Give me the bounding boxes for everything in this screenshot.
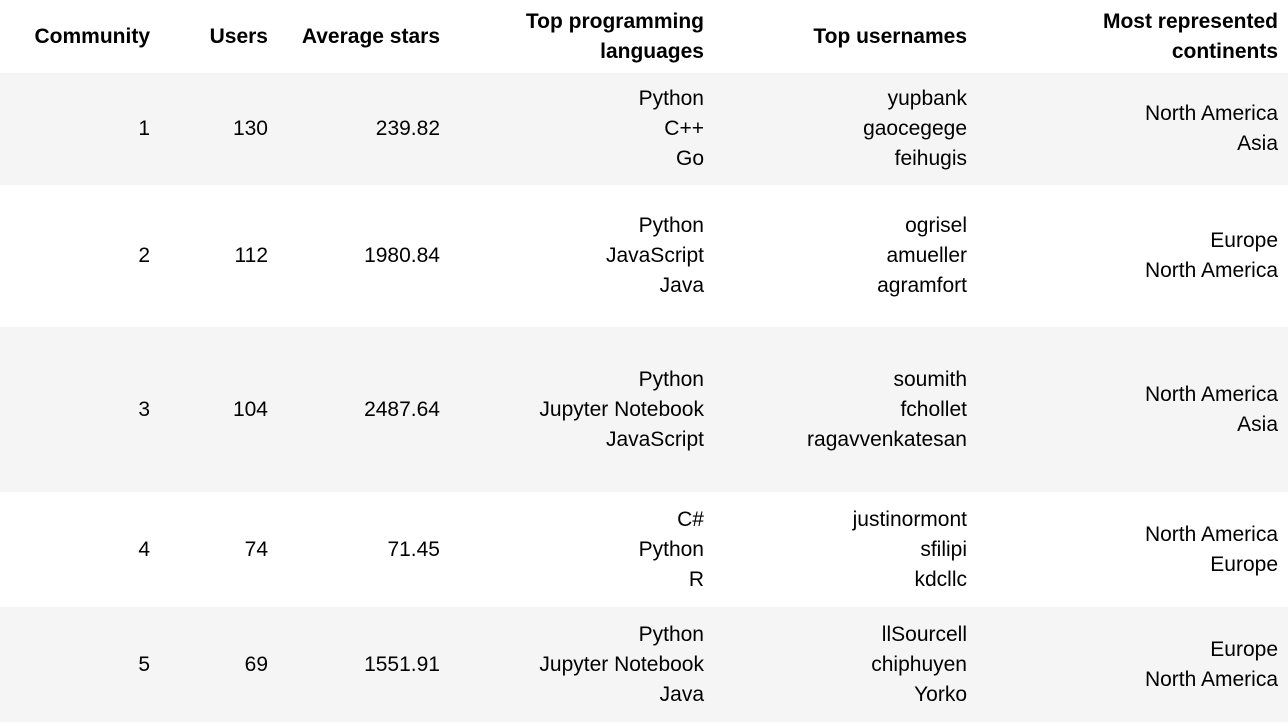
cell-average-stars: 1551.91 (364, 652, 440, 676)
username-item: ragavvenkatesan (807, 427, 967, 451)
language-item: Go (675, 147, 704, 170)
username-item: soumith (893, 367, 967, 391)
language-item: R (688, 567, 704, 591)
language-item: Python (638, 622, 704, 646)
username-item: llSourcell (881, 622, 967, 646)
cell-languages: C# Python R (450, 492, 714, 607)
cell-continents: North America Asia (977, 327, 1288, 492)
continent-item: Asia (1237, 412, 1278, 436)
cell-languages: Python C++ Go (450, 73, 714, 185)
language-item: JavaScript (605, 427, 704, 451)
header-continents-line: Most represented (1102, 9, 1278, 33)
language-item: C++ (664, 117, 704, 140)
cell-continents: North America Europe (977, 492, 1288, 607)
username-item: Yorko (914, 682, 967, 706)
continent-item: North America (1144, 382, 1278, 406)
cell-average-stars: 1980.84 (364, 244, 440, 267)
header-top-languages: Top programming languages (450, 0, 714, 73)
header-users: Users (209, 24, 268, 48)
continent-item: North America (1144, 667, 1278, 691)
cell-community: 2 (138, 244, 150, 267)
continent-item: Europe (1210, 552, 1278, 576)
cell-average-stars: 2487.64 (364, 397, 440, 421)
language-item: Java (659, 682, 704, 706)
cell-users: 104 (232, 397, 268, 421)
cell-average-stars: 71.45 (387, 537, 440, 561)
header-community: Community (34, 24, 151, 48)
cell-continents: Europe North America (977, 607, 1288, 722)
language-item: Python (638, 537, 704, 561)
language-item: Jupyter Notebook (539, 397, 704, 421)
cell-languages: Python Jupyter Notebook Java (450, 607, 714, 722)
username-item: yupbank (887, 87, 967, 110)
continent-item: Asia (1237, 132, 1278, 155)
username-item: gaocegege (863, 117, 967, 140)
cell-average-stars: 239.82 (375, 117, 440, 140)
cell-continents: North America Asia (977, 73, 1288, 185)
header-top-languages-line: Top programming (525, 9, 704, 33)
continent-item: North America (1144, 522, 1278, 546)
cell-languages: Python Jupyter Notebook JavaScript (450, 327, 714, 492)
language-item: Python (638, 367, 704, 391)
continent-item: North America (1144, 102, 1278, 125)
cell-community: 5 (138, 652, 150, 676)
username-item: chiphuyen (871, 652, 967, 676)
username-item: ogrisel (905, 214, 967, 237)
header-top-usernames: Top usernames (813, 24, 967, 48)
cell-usernames: justinormont sfilipi kdcllc (714, 492, 977, 607)
username-item: fchollet (900, 397, 967, 421)
username-item: justinormont (852, 507, 967, 531)
cell-continents: Europe North America (977, 185, 1288, 327)
cell-usernames: ogrisel amueller agramfort (714, 185, 977, 327)
continent-item: Europe (1210, 229, 1278, 252)
cell-users: 130 (232, 117, 268, 140)
language-item: Jupyter Notebook (539, 652, 704, 676)
cell-languages: Python JavaScript Java (450, 185, 714, 327)
continent-item: Europe (1210, 637, 1278, 661)
username-item: sfilipi (920, 537, 967, 561)
language-item: C# (677, 507, 704, 531)
cell-community: 4 (138, 537, 150, 561)
language-item: Python (638, 87, 704, 110)
language-item: Java (659, 274, 704, 297)
header-continents: Most represented continents (977, 0, 1288, 73)
username-item: agramfort (877, 274, 967, 297)
header-row: Community Users Average stars Top progra… (0, 0, 1288, 73)
language-item: Python (638, 214, 704, 237)
cell-users: 112 (234, 244, 268, 267)
table-row: 3 104 2487.64 Python Jupyter Notebook Ja… (0, 327, 1288, 492)
table-row: 2 112 1980.84 Python JavaScript Java ogr… (0, 185, 1288, 327)
username-item: amueller (886, 244, 967, 267)
header-top-languages-line: languages (600, 39, 704, 63)
username-item: feihugis (894, 147, 967, 170)
continent-item: North America (1144, 259, 1278, 282)
cell-usernames: llSourcell chiphuyen Yorko (714, 607, 977, 722)
username-item: kdcllc (914, 567, 967, 591)
table-row: 4 74 71.45 C# Python R justinormont sfil… (0, 492, 1288, 607)
table-row: 1 130 239.82 Python C++ Go yupbank gaoce… (0, 73, 1288, 185)
cell-community: 3 (138, 397, 150, 421)
table-row: 5 69 1551.91 Python Jupyter Notebook Jav… (0, 607, 1288, 722)
header-average-stars: Average stars (301, 24, 440, 48)
cell-users: 74 (244, 537, 268, 561)
header-continents-line: continents (1171, 39, 1278, 63)
cell-users: 69 (244, 652, 268, 676)
cell-community: 1 (138, 117, 150, 140)
language-item: JavaScript (605, 244, 704, 267)
cell-usernames: soumith fchollet ragavvenkatesan (714, 327, 977, 492)
cell-usernames: yupbank gaocegege feihugis (714, 73, 977, 185)
